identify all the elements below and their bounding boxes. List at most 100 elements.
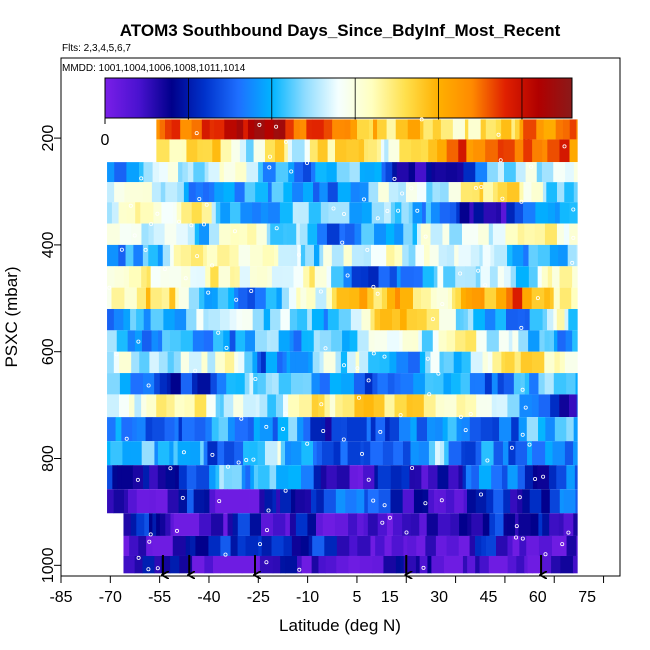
heatmap-cell-453 (204, 287, 213, 309)
heatmap-cell-360 (402, 244, 410, 267)
heatmap-cell-885 (410, 441, 420, 466)
heatmap-cell-498 (549, 287, 555, 309)
heatmap-cell-217 (135, 202, 141, 224)
heatmap-cell-1144 (179, 555, 193, 574)
heatmap-cell-1046 (249, 513, 262, 536)
heatmap-cell-531 (361, 308, 371, 331)
heatmap-cell-976 (193, 489, 205, 514)
heatmap-cell-7 (209, 119, 215, 140)
sample-marker-324 (571, 235, 576, 240)
heatmap-cell-368 (458, 244, 472, 267)
sample-marker-192 (400, 191, 405, 196)
heatmap-cell-162 (142, 182, 153, 203)
heatmap-cell-509 (163, 308, 176, 331)
heatmap-cell-497 (544, 287, 551, 309)
heatmap-cell-577 (266, 330, 271, 352)
heatmap-cell-506 (136, 308, 145, 331)
heatmap-cell-107 (143, 162, 153, 183)
heatmap-cell-975 (186, 489, 195, 514)
heatmap-cell-591 (374, 330, 388, 352)
sample-marker-1037 (174, 528, 179, 533)
heatmap-cell-20 (306, 119, 313, 140)
heatmap-cell-80 (376, 139, 382, 163)
heatmap-cell-308 (430, 223, 443, 245)
heatmap-cell-231 (252, 202, 262, 224)
heatmap-cell-1186 (532, 555, 542, 574)
sample-marker-809 (264, 424, 269, 429)
heatmap-cell-332 (170, 244, 175, 267)
heatmap-cell-488 (465, 287, 473, 309)
heatmap-cell-722 (484, 373, 493, 395)
heatmap-cell-280 (194, 223, 200, 245)
heatmap-cell-116 (208, 162, 220, 183)
heatmap-cell-144 (445, 162, 458, 183)
heatmap-cell-1013 (475, 489, 487, 514)
heatmap-cell-730 (538, 373, 546, 395)
heatmap-cell-1014 (486, 489, 494, 514)
heatmap-cell-1121 (435, 535, 447, 556)
sample-marker-127 (304, 160, 309, 165)
heatmap-cell-956 (501, 465, 508, 490)
heatmap-cell-518 (242, 308, 254, 331)
heatmap-cell-210 (556, 182, 565, 203)
heatmap-cell-720 (469, 373, 476, 395)
heatmap-cell-140 (415, 162, 427, 183)
heatmap-cell-499 (553, 287, 561, 309)
heatmap-cell-938 (357, 465, 364, 490)
x-tick-label-8: 30 (430, 589, 448, 606)
heatmap-cell-537 (406, 308, 418, 331)
heatmap-cell-310 (449, 223, 463, 245)
heatmap-cell-246 (394, 202, 402, 224)
sample-marker-220 (155, 211, 160, 216)
heatmap-cell-592 (387, 330, 400, 352)
heatmap-cell-944 (409, 465, 416, 490)
heatmap-cell-711 (387, 373, 395, 395)
heatmap-cell-984 (249, 489, 260, 514)
heatmap-cell-121 (258, 162, 264, 183)
heatmap-cell-740 (146, 394, 157, 418)
sample-marker-770 (398, 413, 403, 418)
heatmap-cell-623 (158, 351, 169, 374)
heatmap-cell-1103 (271, 535, 284, 556)
sample-marker-290 (274, 226, 279, 231)
heatmap-cell-1102 (261, 535, 272, 556)
heatmap-cell-88 (437, 139, 448, 163)
heatmap-cell-598 (432, 330, 439, 352)
sample-marker-761 (319, 402, 324, 407)
heatmap-cell-759 (311, 394, 319, 418)
heatmap-cell-551 (524, 308, 531, 331)
heatmap-cell-319 (534, 223, 546, 245)
heatmap-cell-336 (203, 244, 208, 267)
heatmap-cell-947 (428, 465, 438, 490)
heatmap-cell-265 (535, 202, 549, 224)
heatmap-cell-776 (465, 394, 477, 418)
heatmap-cell-857 (190, 441, 201, 466)
heatmap-cell-684 (159, 373, 168, 395)
heatmap-cell-291 (286, 223, 297, 245)
heatmap-cell-744 (184, 394, 196, 418)
heatmap-cell-500 (559, 287, 572, 309)
heatmap-cell-34 (423, 119, 434, 140)
heatmap-cell-178 (271, 182, 284, 203)
heatmap-cell-292 (296, 223, 301, 245)
heatmap-cell-954 (478, 465, 492, 490)
heatmap-cell-768 (384, 394, 395, 418)
sample-marker-338 (210, 263, 215, 268)
heatmap-cell-667 (487, 351, 493, 374)
heatmap-cell-15 (273, 119, 280, 140)
heatmap-cell-1126 (481, 535, 487, 556)
heatmap-cell-1181 (499, 555, 508, 574)
heatmap-cell-690 (210, 373, 218, 395)
heatmap-cell-772 (423, 394, 437, 418)
heatmap-cell-1166 (383, 555, 397, 574)
heatmap-cell-629 (207, 351, 216, 374)
heatmap-cell-252 (430, 202, 441, 224)
heatmap-cell-27 (368, 119, 374, 140)
heatmap-cell-902 (545, 441, 553, 466)
sample-marker-1134 (543, 552, 548, 557)
heatmap-cell-99 (542, 139, 548, 163)
heatmap-cell-916 (178, 465, 188, 490)
heatmap-cell-927 (253, 465, 259, 490)
heatmap-cell-980 (223, 489, 228, 514)
heatmap-cell-1076 (507, 513, 516, 536)
